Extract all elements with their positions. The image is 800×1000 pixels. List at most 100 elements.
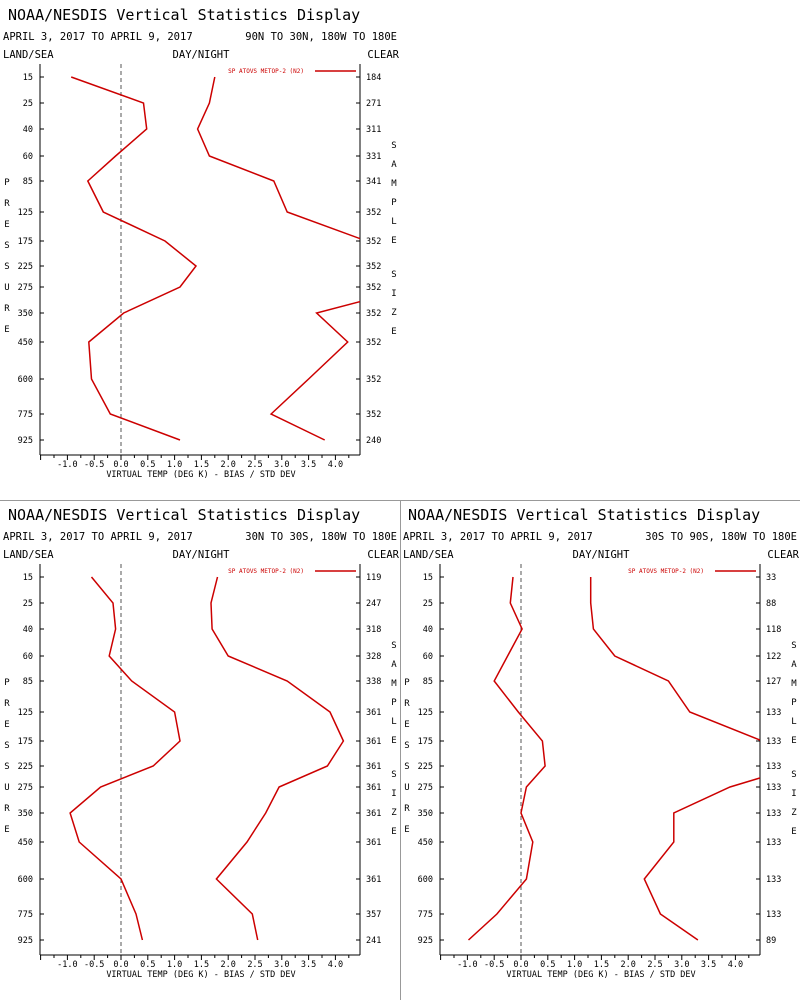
x-tick-label: 4.0 <box>728 960 743 970</box>
ylabel-letter: S <box>4 262 9 272</box>
y2label-letter: S <box>391 270 396 280</box>
sample-size-label: 328 <box>366 652 381 662</box>
sample-size-label: 119 <box>366 573 381 583</box>
x-tick-label: 3.0 <box>674 960 689 970</box>
y2label-letter: S <box>791 770 796 780</box>
legend-label: SP ATOVS METOP-2 (N2) <box>228 568 304 575</box>
pressure-label: 225 <box>418 762 433 772</box>
y2label-letter: I <box>391 789 396 799</box>
y2label-letter: Z <box>391 808 397 818</box>
x-tick-label: 0.5 <box>140 960 155 970</box>
chart-region: 30S TO 90S, 180W TO 180E <box>645 531 797 543</box>
sample-size-label: 361 <box>366 783 381 793</box>
stddev-series-line <box>196 76 360 441</box>
sample-size-label: 133 <box>766 875 781 885</box>
header-land-sea: LAND/SEA <box>3 549 54 561</box>
pressure-label: 775 <box>418 910 433 920</box>
x-tick-label: 3.0 <box>274 460 289 470</box>
ylabel-letter: S <box>4 241 9 251</box>
ylabel-letter: R <box>4 304 10 314</box>
bias-series-line <box>69 576 181 941</box>
chart-svg-sh: NOAA/NESDIS Vertical Statistics Display A… <box>403 506 800 980</box>
y2label-letter: A <box>391 660 397 670</box>
x-tick-label: 4.0 <box>328 960 343 970</box>
y2label-letter: P <box>391 198 397 208</box>
sample-size-label: 352 <box>366 237 381 247</box>
x-axis-label: VIRTUAL TEMP (DEG K) - BIAS / STD DEV <box>106 970 295 980</box>
sample-size-label: 247 <box>366 599 381 609</box>
sample-size-label: 240 <box>366 436 381 446</box>
chart-panel-nh: NOAA/NESDIS Vertical Statistics Display A… <box>0 0 400 500</box>
y2label-letter: M <box>391 179 397 189</box>
x-tick-label: -1.0 <box>57 960 77 970</box>
pressure-label: 350 <box>18 309 33 319</box>
chart-title: NOAA/NESDIS Vertical Statistics Display <box>408 506 760 524</box>
y2label-letter: Z <box>391 308 397 318</box>
sample-size-label: 357 <box>366 910 381 920</box>
y2label-letter: A <box>791 660 797 670</box>
pressure-label: 350 <box>18 809 33 819</box>
pressure-label: 925 <box>418 936 433 946</box>
y2label-letter: L <box>791 717 796 727</box>
pressure-label: 15 <box>23 73 33 83</box>
x-tick-label: 1.0 <box>167 460 182 470</box>
sample-size-label: 352 <box>366 309 381 319</box>
chart-date-range: APRIL 3, 2017 TO APRIL 9, 2017 <box>3 31 193 43</box>
pressure-label: 175 <box>18 237 33 247</box>
y2label-letter: P <box>791 698 797 708</box>
x-tick-label: -0.5 <box>84 960 104 970</box>
y2label-letter: P <box>391 698 397 708</box>
x-tick-label: -1.0 <box>57 460 77 470</box>
header-day-night: DAY/NIGHT <box>173 49 231 61</box>
x-tick-label: 0.0 <box>113 460 128 470</box>
sample-size-label: 361 <box>366 838 381 848</box>
pressure-label: 275 <box>18 783 33 793</box>
sample-size-label: 352 <box>366 262 381 272</box>
sample-size-label: 133 <box>766 783 781 793</box>
sample-size-label: 338 <box>366 677 381 687</box>
pressure-label: 775 <box>18 410 33 420</box>
x-tick-label: 1.5 <box>194 960 209 970</box>
pressure-label: 175 <box>18 737 33 747</box>
sample-size-label: 184 <box>366 73 381 83</box>
x-tick-label: 2.0 <box>621 960 636 970</box>
x-tick-label: 2.5 <box>647 960 662 970</box>
sample-size-label: 89 <box>766 936 776 946</box>
ylabel-letter: E <box>4 720 9 730</box>
sample-size-label: 133 <box>766 838 781 848</box>
x-tick-label: 3.5 <box>701 960 716 970</box>
x-axis-label: VIRTUAL TEMP (DEG K) - BIAS / STD DEV <box>506 970 695 980</box>
pressure-label: 450 <box>18 338 33 348</box>
empty-panel <box>400 0 800 500</box>
sample-size-label: 133 <box>766 708 781 718</box>
pressure-label: 60 <box>23 652 33 662</box>
pressure-label: 275 <box>418 783 433 793</box>
x-tick-label: 1.5 <box>194 460 209 470</box>
ylabel-letter: P <box>4 178 10 188</box>
ylabel-letter: R <box>404 699 410 709</box>
pressure-label: 600 <box>18 375 33 385</box>
pressure-label: 925 <box>18 436 33 446</box>
x-tick-label: 3.0 <box>274 960 289 970</box>
x-tick-label: 2.0 <box>221 460 236 470</box>
chart-title: NOAA/NESDIS Vertical Statistics Display <box>8 6 360 24</box>
sample-size-label: 361 <box>366 708 381 718</box>
sample-size-label: 352 <box>366 410 381 420</box>
chart-title: NOAA/NESDIS Vertical Statistics Display <box>8 506 360 524</box>
x-tick-label: 0.0 <box>513 960 528 970</box>
sample-size-label: 352 <box>366 208 381 218</box>
ylabel-letter: S <box>4 762 9 772</box>
legend-label: SP ATOVS METOP-2 (N2) <box>228 68 304 75</box>
x-tick-label: 1.0 <box>167 960 182 970</box>
sample-size-label: 311 <box>366 125 381 135</box>
y2label-letter: S <box>391 141 396 151</box>
ylabel-letter: P <box>404 678 410 688</box>
y2label-letter: E <box>391 827 396 837</box>
pressure-label: 225 <box>18 762 33 772</box>
ylabel-letter: U <box>4 283 9 293</box>
chart-panel-tropics: NOAA/NESDIS Vertical Statistics Display A… <box>0 500 400 1000</box>
sample-size-label: 133 <box>766 910 781 920</box>
sample-size-label: 361 <box>366 737 381 747</box>
pressure-label: 25 <box>23 99 33 109</box>
sample-size-label: 352 <box>366 338 381 348</box>
